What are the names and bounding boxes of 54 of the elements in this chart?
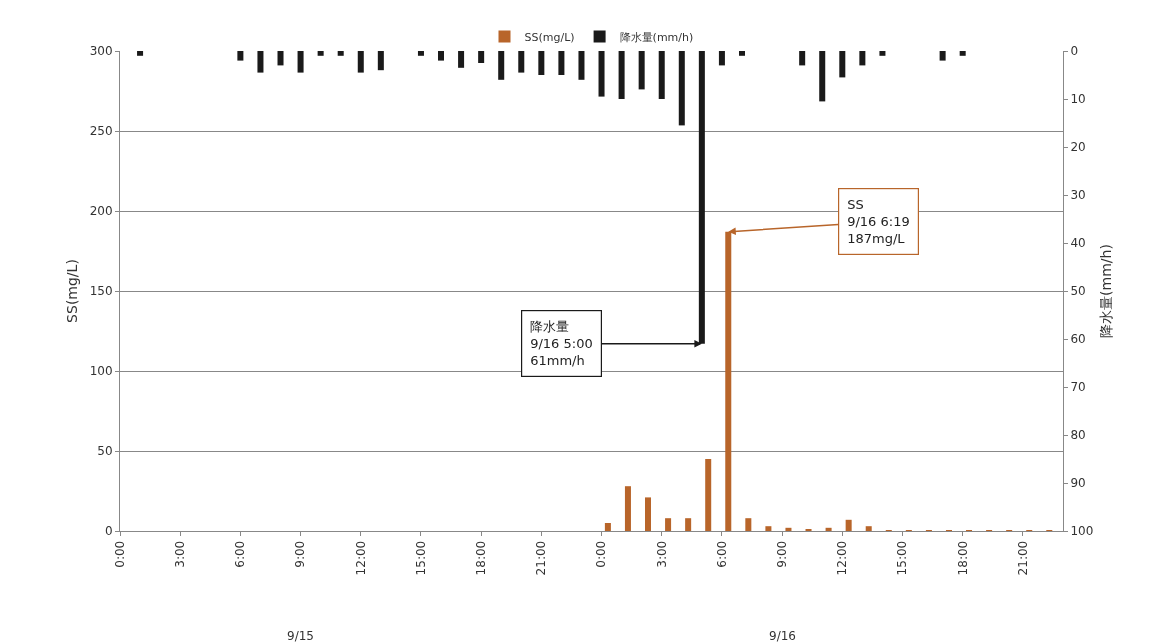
text: 9/16 xyxy=(769,629,796,642)
bar xyxy=(705,459,712,531)
bar xyxy=(745,518,752,531)
y2-tick-label: 70 xyxy=(1070,380,1086,395)
bar xyxy=(865,526,872,531)
y-tick-label: 100 xyxy=(89,364,113,379)
bar xyxy=(624,486,631,531)
bar xyxy=(685,518,692,531)
bar xyxy=(665,518,672,531)
legend-label: 降水量(mm/h) xyxy=(619,30,694,44)
bar xyxy=(825,527,832,531)
bar xyxy=(845,519,852,531)
y-tick-label: 300 xyxy=(89,44,113,59)
y2-tick-label: 80 xyxy=(1070,428,1086,443)
bar xyxy=(765,526,772,531)
y-tick-label: 200 xyxy=(89,204,113,219)
x-tick-label: 12:00 xyxy=(835,540,850,576)
x-tick-label: 9:00 xyxy=(293,540,308,568)
x-tick-label: 15:00 xyxy=(895,540,910,576)
x-tick-label: 3:00 xyxy=(173,540,188,568)
y2-tick-label: 20 xyxy=(1070,140,1086,155)
x-tick-label: 18:00 xyxy=(955,540,970,576)
y2-tick-label: 10 xyxy=(1070,92,1086,107)
y-tick-label: 150 xyxy=(89,284,113,299)
bar xyxy=(785,527,792,531)
annotation: 降水量 9/16 5:00 61mm/h xyxy=(530,319,593,368)
y2-tick-label: 0 xyxy=(1070,44,1079,59)
x-tick-label: 6:00 xyxy=(714,540,729,568)
y-tick-label: 0 xyxy=(104,524,113,539)
y2-tick-label: 90 xyxy=(1070,476,1086,491)
x-tick-label: 21:00 xyxy=(1015,540,1030,576)
y-tick-label: 250 xyxy=(89,124,113,139)
y2-tick-label: 40 xyxy=(1070,236,1086,251)
x-tick-label: 0:00 xyxy=(112,540,127,568)
bar xyxy=(645,497,652,531)
y2-tick-label: 60 xyxy=(1070,332,1086,347)
bar xyxy=(604,523,611,531)
y2-tick-label: 30 xyxy=(1070,188,1086,203)
x-tick-label: 21:00 xyxy=(534,540,549,576)
y2-tick-label: 50 xyxy=(1070,284,1086,299)
text: 9/15 xyxy=(287,629,314,642)
x-tick-label: 9:00 xyxy=(775,540,790,568)
legend-label: SS(mg/L) xyxy=(524,30,575,44)
x-tick-label: 15:00 xyxy=(413,540,428,576)
x-tick-label: 0:00 xyxy=(594,540,609,568)
annotation: SS 9/16 6:19 187mg/L xyxy=(847,197,910,246)
x-tick-label: 18:00 xyxy=(474,540,489,576)
x-tick-label: 12:00 xyxy=(353,540,368,576)
y2-tick-label: 100 xyxy=(1070,524,1094,539)
x-tick-label: 3:00 xyxy=(654,540,669,568)
y-axis-title: SS(mg/L) xyxy=(64,259,81,323)
x-tick-label: 6:00 xyxy=(233,540,248,568)
y2-axis-title: 降水量(mm/h) xyxy=(1097,244,1114,338)
y-tick-label: 50 xyxy=(97,444,113,459)
